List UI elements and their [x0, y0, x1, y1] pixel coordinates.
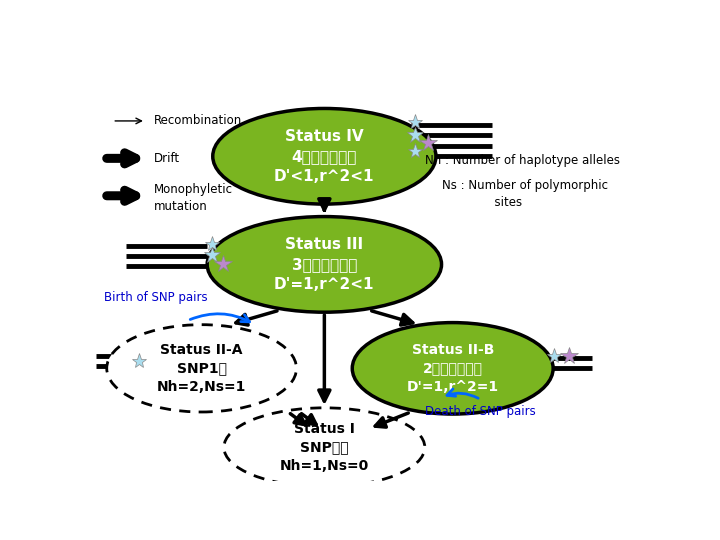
Text: Death of SNP pairs: Death of SNP pairs: [425, 406, 536, 419]
Text: Status II-A
SNP1個
Nh=2,Ns=1: Status II-A SNP1個 Nh=2,Ns=1: [157, 343, 246, 394]
Text: Recombination: Recombination: [154, 114, 243, 127]
Text: Status III
3ハプロタイプ
D'=1,r^2<1: Status III 3ハプロタイプ D'=1,r^2<1: [274, 237, 374, 292]
Ellipse shape: [207, 217, 441, 312]
Text: Status I
SNPなし
Nh=1,Ns=0: Status I SNPなし Nh=1,Ns=0: [280, 422, 369, 472]
Ellipse shape: [213, 109, 436, 204]
Text: Drift: Drift: [154, 152, 180, 165]
Ellipse shape: [224, 408, 425, 487]
Text: Status II-B
2ハプロタイプ
D'=1,r^2=1: Status II-B 2ハプロタイプ D'=1,r^2=1: [407, 343, 499, 394]
Text: Status IV
4ハプロタイプ
D'<1,r^2<1: Status IV 4ハプロタイプ D'<1,r^2<1: [274, 129, 374, 184]
Text: Nh : Number of haplotype alleles: Nh : Number of haplotype alleles: [425, 154, 620, 167]
Ellipse shape: [352, 322, 553, 414]
Text: Ns : Number of polymorphic
              sites: Ns : Number of polymorphic sites: [441, 179, 608, 208]
Ellipse shape: [107, 325, 297, 412]
Text: Monophyletic
mutation: Monophyletic mutation: [154, 183, 233, 213]
Text: Birth of SNP pairs: Birth of SNP pairs: [104, 291, 207, 304]
